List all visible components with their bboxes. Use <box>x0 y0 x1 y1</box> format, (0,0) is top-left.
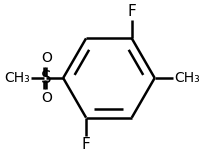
Text: F: F <box>82 137 90 152</box>
Text: O: O <box>41 91 52 105</box>
Text: CH₃: CH₃ <box>174 71 200 85</box>
Text: CH₃: CH₃ <box>4 71 30 85</box>
Text: S: S <box>41 69 52 87</box>
Text: F: F <box>128 4 136 19</box>
Text: O: O <box>41 51 52 65</box>
